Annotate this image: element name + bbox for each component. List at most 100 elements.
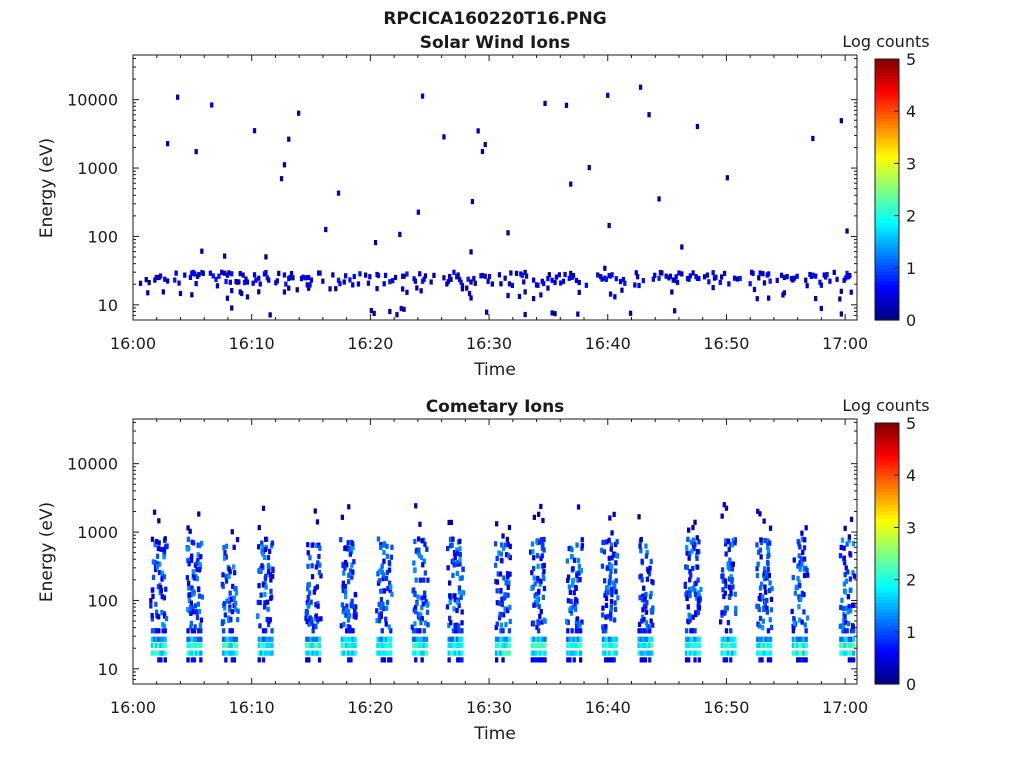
x-tick-label: 16:10: [229, 334, 275, 353]
heatmap-cell: [574, 620, 579, 626]
heatmap-cell: [480, 148, 485, 155]
heatmap-cell: [305, 657, 309, 663]
heatmap-cell: [456, 628, 460, 634]
heatmap-cell: [576, 504, 581, 510]
heatmap-cell: [347, 579, 351, 585]
heatmap-cell: [532, 277, 536, 283]
heatmap-cell: [699, 586, 703, 592]
heatmap-cell: [460, 650, 464, 656]
heatmap-cell: [791, 636, 795, 642]
heatmap-cell: [727, 547, 731, 553]
heatmap-cell: [571, 604, 575, 610]
heatmap-cell: [819, 282, 823, 288]
heatmap-cell: [543, 636, 547, 642]
heatmap-cell: [240, 290, 244, 297]
heatmap-cell: [225, 598, 229, 604]
colorbar-segment: [875, 618, 899, 623]
heatmap-cell: [846, 609, 850, 615]
heatmap-cell: [486, 278, 490, 284]
heatmap-cell: [495, 657, 499, 663]
heatmap-cell: [402, 306, 406, 312]
heatmap-cell: [452, 269, 456, 275]
heatmap-cell: [456, 642, 460, 648]
heatmap-cell: [689, 628, 693, 634]
heatmap-cell: [385, 605, 389, 611]
heatmap-cell: [722, 502, 726, 508]
heatmap-cell: [257, 275, 261, 281]
heatmap-cell: [389, 650, 393, 656]
heatmap-cell: [733, 537, 737, 543]
heatmap-cell: [796, 636, 800, 642]
heatmap-cell: [517, 293, 522, 300]
heatmap-cell: [456, 650, 460, 656]
heatmap-cell: [507, 642, 512, 648]
colorbar-segment: [875, 274, 899, 279]
colorbar-segment: [875, 140, 899, 145]
heatmap-cell: [195, 636, 199, 642]
heatmap-cell: [398, 231, 402, 237]
colorbar-segment: [875, 78, 899, 83]
heatmap-cell: [500, 596, 504, 602]
heatmap-cell: [604, 624, 608, 630]
heatmap-cell: [804, 628, 808, 634]
heatmap-cell: [405, 271, 409, 277]
y-tick-label: 10000: [67, 91, 118, 110]
heatmap-cell: [232, 544, 236, 550]
heatmap-cell: [763, 538, 767, 544]
heatmap-cell: [385, 553, 390, 559]
heatmap-cell: [227, 270, 231, 276]
heatmap-cell: [537, 588, 541, 594]
heatmap-cell: [638, 84, 643, 90]
heatmap-cell: [577, 563, 581, 569]
heatmap-cell: [792, 557, 796, 563]
heatmap-cell: [419, 288, 423, 294]
heatmap-cell: [469, 295, 473, 301]
colorbar-segment: [875, 225, 899, 230]
colorbar-segment: [875, 267, 899, 272]
heatmap-cell: [505, 636, 509, 642]
heatmap-cell: [222, 601, 227, 607]
heatmap-cell: [422, 628, 426, 634]
heatmap-cell: [418, 636, 422, 642]
heatmap-cell: [266, 642, 270, 648]
heatmap-cell: [257, 525, 261, 531]
heatmap-cell: [610, 657, 614, 663]
heatmap-cell: [387, 650, 391, 656]
heatmap-cell: [730, 577, 734, 583]
heatmap-cell: [224, 578, 229, 584]
heatmap-cell: [798, 583, 802, 589]
heatmap-cell: [200, 248, 204, 254]
heatmap-cell: [768, 540, 772, 546]
heatmap-cell: [543, 618, 547, 624]
heatmap-cell: [308, 282, 312, 288]
heatmap-cell: [612, 636, 616, 642]
heatmap-cell: [346, 613, 351, 619]
heatmap-cell: [841, 650, 845, 656]
colorbar-segment: [875, 235, 899, 240]
heatmap-cell: [550, 277, 554, 283]
heatmap-cell: [758, 585, 763, 591]
heatmap-cell: [348, 546, 352, 552]
heatmap-cell: [353, 642, 357, 648]
heatmap-cell: [695, 555, 699, 561]
heatmap-cell: [260, 540, 264, 546]
heatmap-cell: [342, 606, 346, 612]
heatmap-cell: [349, 548, 354, 555]
heatmap-cell: [352, 273, 356, 280]
heatmap-cell: [571, 566, 575, 572]
heatmap-cell: [610, 530, 614, 536]
heatmap-cell: [460, 628, 464, 634]
heatmap-cell: [455, 607, 459, 614]
heatmap-cell: [756, 650, 760, 656]
heatmap-cell: [842, 581, 847, 587]
heatmap-cell: [541, 594, 545, 600]
heatmap-cell: [729, 591, 733, 597]
heatmap-cell: [697, 275, 701, 282]
heatmap-cell: [233, 570, 237, 576]
heatmap-cell: [197, 608, 202, 615]
heatmap-cell: [264, 642, 268, 648]
heatmap-cell: [228, 607, 232, 613]
heatmap-cell: [849, 628, 854, 634]
heatmap-cell: [495, 588, 499, 594]
heatmap-cell: [449, 519, 453, 525]
